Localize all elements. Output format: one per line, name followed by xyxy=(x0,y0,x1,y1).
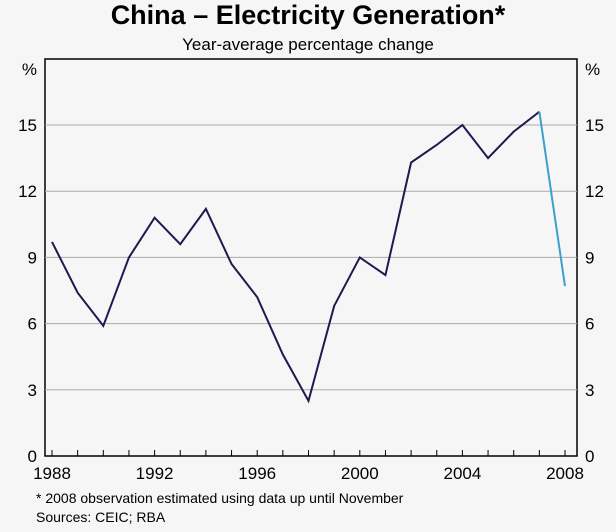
y-tick-label-right: 0 xyxy=(585,447,594,466)
footnote: * 2008 observation estimated using data … xyxy=(36,490,404,506)
y-tick-label-right: 9 xyxy=(585,248,594,267)
y-axis-unit-left: % xyxy=(22,60,37,79)
x-tick-label: 2000 xyxy=(341,464,379,483)
sources: Sources: CEIC; RBA xyxy=(36,509,166,525)
x-tick-label: 1992 xyxy=(136,464,174,483)
x-tick-label: 1996 xyxy=(238,464,276,483)
y-tick-label-right: 12 xyxy=(585,182,604,201)
y-tick-label-right: 6 xyxy=(585,315,594,334)
y-tick-label-left: 12 xyxy=(18,182,37,201)
series-line-actual xyxy=(51,110,540,404)
y-tick-label-left: 6 xyxy=(28,315,37,334)
chart-title: China – Electricity Generation* xyxy=(110,0,506,30)
series-line-estimate xyxy=(538,111,566,287)
y-tick-label-left: 15 xyxy=(18,116,37,135)
y-axis-unit-right: % xyxy=(585,60,600,79)
x-tick-label: 1988 xyxy=(33,464,71,483)
y-tick-label-left: 3 xyxy=(28,381,37,400)
y-tick-label-left: 0 xyxy=(28,447,37,466)
x-tick-label: 2008 xyxy=(546,464,584,483)
y-tick-label-left: 9 xyxy=(28,248,37,267)
y-tick-label-right: 3 xyxy=(585,381,594,400)
chart-subtitle: Year-average percentage change xyxy=(182,35,434,54)
y-tick-label-right: 15 xyxy=(585,116,604,135)
x-tick-label: 2004 xyxy=(443,464,481,483)
